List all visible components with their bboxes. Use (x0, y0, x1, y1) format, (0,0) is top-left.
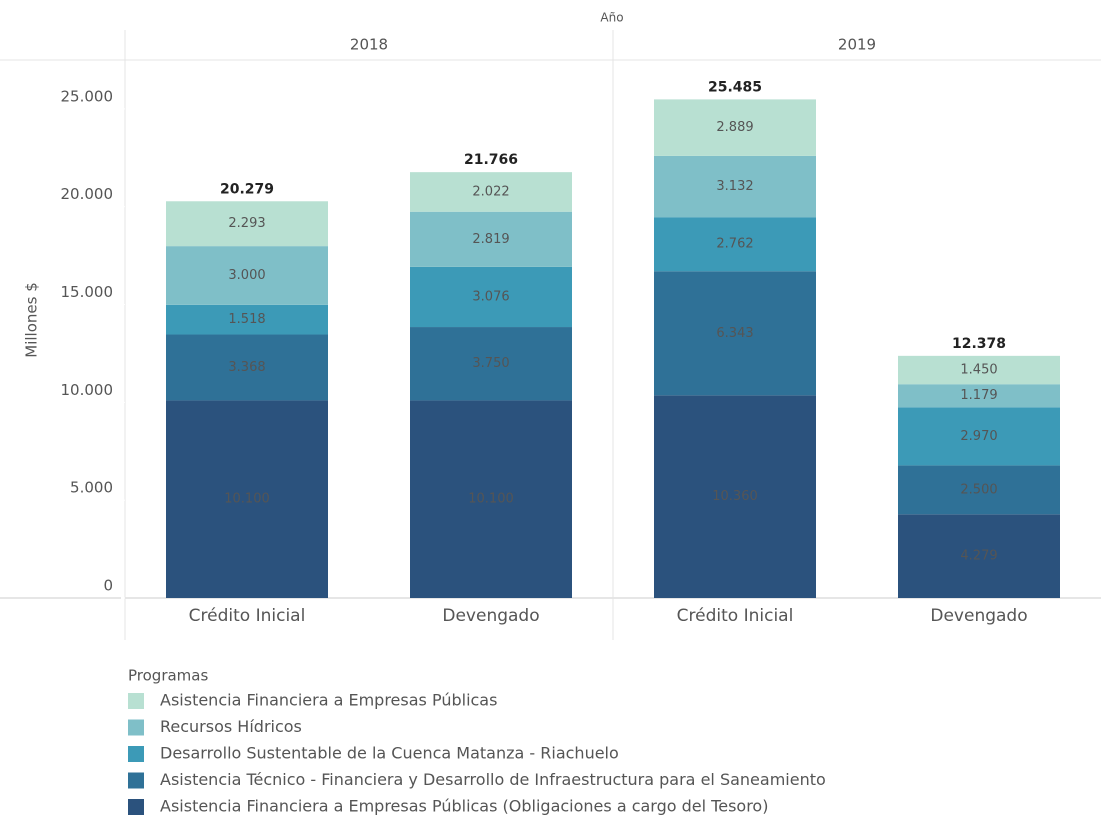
x-tick-label: Devengado (930, 606, 1027, 626)
bar-segment (410, 400, 572, 598)
value-label: 2.022 (472, 184, 509, 199)
value-label: 3.368 (228, 360, 265, 375)
total-label: 21.766 (464, 152, 518, 168)
group-label: 2019 (838, 36, 876, 54)
bar-segment (166, 400, 328, 598)
legend-title: Programas (128, 667, 208, 685)
x-tick-label: Crédito Inicial (189, 606, 306, 626)
value-label: 2.970 (960, 429, 997, 444)
bar-segment (654, 217, 816, 272)
value-label: 2.762 (716, 237, 753, 252)
bar-segment (898, 407, 1060, 466)
value-label: 3.132 (716, 179, 753, 194)
total-label: 20.279 (220, 181, 274, 197)
legend-swatch (128, 693, 144, 709)
legend-label: Desarrollo Sustentable de la Cuenca Mata… (160, 744, 619, 763)
bar-segment (166, 334, 328, 401)
value-label: 1.450 (960, 363, 997, 378)
y-tick-label: 10.000 (61, 381, 114, 399)
y-tick-label: 25.000 (61, 87, 114, 105)
bar-segment (898, 514, 1060, 598)
legend-label: Asistencia Financiera a Empresas Pública… (160, 691, 497, 710)
bar-segment (898, 355, 1060, 385)
bar-segment (166, 201, 328, 247)
bar-segment (654, 99, 816, 156)
value-label: 4.279 (960, 549, 997, 564)
bar-segment (166, 304, 328, 335)
total-label: 12.378 (952, 336, 1006, 352)
bar-segment (410, 327, 572, 401)
legend-label: Asistencia Financiera a Empresas Pública… (160, 797, 768, 816)
y-tick-label: 15.000 (61, 283, 114, 301)
bar-segment (166, 246, 328, 305)
x-tick-label: Crédito Inicial (677, 606, 794, 626)
bar-segment (654, 395, 816, 598)
value-label: 3.076 (472, 289, 509, 304)
value-label: 10.360 (712, 489, 758, 504)
value-label: 2.293 (228, 216, 265, 231)
legend-swatch (128, 772, 144, 789)
x-tick-label: Devengado (442, 606, 539, 626)
value-label: 3.000 (228, 268, 265, 283)
group-label: 2018 (350, 36, 388, 54)
value-label: 2.500 (960, 482, 997, 497)
group-title: Año (600, 11, 623, 25)
bar-segment (410, 172, 572, 212)
legend-swatch (128, 719, 144, 736)
bar-segment (654, 155, 816, 218)
value-label: 3.750 (472, 356, 509, 371)
legend-label: Asistencia Técnico - Financiera y Desarr… (160, 770, 826, 789)
bar-segment (410, 211, 572, 267)
total-label: 25.485 (708, 79, 762, 95)
bar-segment (410, 266, 572, 328)
y-tick-label: 5.000 (70, 479, 113, 497)
value-label: 1.179 (960, 388, 997, 403)
value-label: 2.889 (716, 120, 753, 135)
bar-segment (898, 465, 1060, 515)
value-label: 1.518 (228, 312, 265, 327)
value-label: 6.343 (716, 326, 753, 341)
legend-swatch (128, 746, 144, 762)
value-label: 2.819 (472, 232, 509, 247)
y-tick-label: 20.000 (61, 185, 114, 203)
value-label: 10.100 (224, 492, 270, 507)
y-tick-label: 0 (103, 577, 113, 595)
legend-swatch (128, 799, 144, 815)
bar-segment (654, 271, 816, 396)
y-axis-label: Millones $ (23, 282, 41, 357)
value-label: 10.100 (468, 492, 514, 507)
legend-label: Recursos Hídricos (160, 717, 302, 736)
bar-segment (898, 384, 1060, 408)
